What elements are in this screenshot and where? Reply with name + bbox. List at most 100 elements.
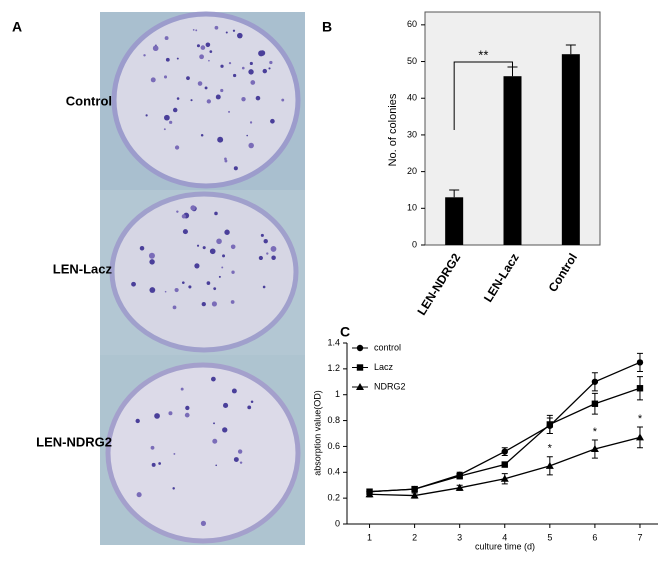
colony xyxy=(232,29,236,32)
marker xyxy=(455,483,464,491)
colony xyxy=(246,134,248,137)
colony xyxy=(209,248,216,255)
marker xyxy=(365,490,374,498)
colony xyxy=(224,159,228,163)
y-tick-label: 0.4 xyxy=(327,467,340,477)
colony xyxy=(250,400,254,403)
colony xyxy=(270,246,277,252)
marker xyxy=(456,472,463,480)
colony xyxy=(150,77,156,83)
colony xyxy=(237,32,243,39)
y-tick-label: 10 xyxy=(407,203,417,213)
marker xyxy=(635,433,644,441)
y-tick-label: 30 xyxy=(407,129,417,139)
colony xyxy=(281,98,285,102)
marker xyxy=(545,461,554,469)
colony xyxy=(173,452,176,455)
y-tick-label: 0.8 xyxy=(327,415,340,425)
colony xyxy=(188,285,192,289)
colony xyxy=(131,281,136,287)
colony xyxy=(248,69,254,75)
colony xyxy=(172,305,177,310)
colony xyxy=(248,142,254,149)
x-tick-label: 1 xyxy=(367,532,372,542)
colony xyxy=(258,255,263,261)
colony xyxy=(180,387,184,391)
colony xyxy=(195,29,198,32)
colony xyxy=(172,487,175,490)
panel-label: B xyxy=(322,19,332,35)
colony xyxy=(206,281,211,285)
colony xyxy=(182,229,188,235)
colony xyxy=(181,214,186,219)
bar xyxy=(561,54,580,245)
colony xyxy=(199,54,205,60)
row-label: Control xyxy=(66,93,112,108)
colony xyxy=(186,76,190,81)
photo-column xyxy=(100,11,305,545)
marker xyxy=(590,445,599,453)
colony xyxy=(217,136,224,143)
colony xyxy=(262,68,268,74)
colony xyxy=(230,244,236,250)
colony xyxy=(168,411,173,416)
colony xyxy=(174,287,179,293)
x-tick-label: 3 xyxy=(457,532,462,542)
marker xyxy=(500,474,509,482)
colony xyxy=(237,449,243,454)
y-tick-label: 40 xyxy=(407,93,417,103)
colony xyxy=(194,263,200,269)
colony xyxy=(176,57,179,60)
marker xyxy=(410,491,419,499)
colony xyxy=(172,107,178,113)
colony xyxy=(164,114,170,121)
y-axis-label: No. of colonies xyxy=(387,93,399,166)
colony xyxy=(136,492,142,498)
colony xyxy=(225,31,228,34)
annotation: * xyxy=(593,426,598,438)
y-tick-label: 1.2 xyxy=(327,363,340,373)
marker xyxy=(591,378,599,385)
colony xyxy=(204,86,208,90)
colony xyxy=(150,445,155,450)
colony xyxy=(185,405,190,411)
panel-label: A xyxy=(12,19,22,35)
colony xyxy=(139,245,145,251)
colony xyxy=(247,405,252,410)
marker xyxy=(636,359,644,366)
annotation: ** xyxy=(478,47,488,62)
colony xyxy=(241,66,245,70)
colony xyxy=(202,246,206,250)
colony xyxy=(233,457,239,463)
y-tick-label: 60 xyxy=(407,19,417,29)
bar xyxy=(503,76,522,245)
colony xyxy=(163,75,168,79)
marker xyxy=(636,385,644,392)
colony xyxy=(176,210,179,213)
significance-bracket xyxy=(453,61,513,130)
colony xyxy=(143,54,146,57)
colony xyxy=(262,285,266,289)
colony xyxy=(215,94,221,100)
colony xyxy=(231,388,237,394)
legend-label: NDRG2 xyxy=(374,381,406,391)
colony xyxy=(192,28,195,31)
colony xyxy=(152,45,159,52)
colony xyxy=(233,166,238,171)
colony xyxy=(205,42,211,48)
x-tick-label: LEN-Lacz xyxy=(481,251,522,305)
x-tick-label: 6 xyxy=(592,532,597,542)
colony xyxy=(135,418,140,424)
colony xyxy=(190,99,193,102)
series-line xyxy=(369,361,641,493)
colony xyxy=(200,45,206,50)
y-tick-label: 0.6 xyxy=(327,441,340,451)
x-tick-label: LEN-NDRG2 xyxy=(414,251,463,318)
x-axis-label: culture time (d) xyxy=(475,541,535,551)
colony xyxy=(158,462,161,465)
error-bar xyxy=(449,189,460,198)
colony xyxy=(228,110,231,113)
y-tick-label: 0 xyxy=(412,239,417,249)
colony xyxy=(211,376,216,382)
